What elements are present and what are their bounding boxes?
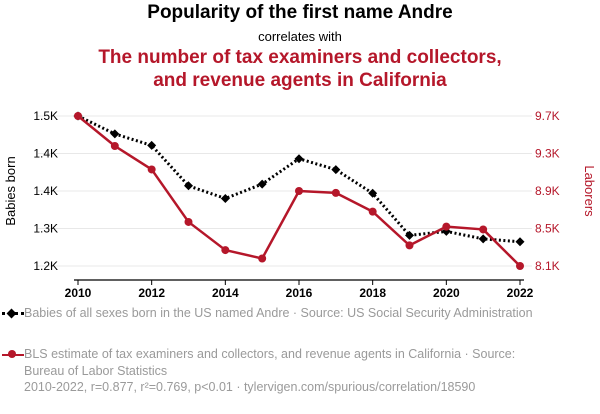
- grid-lines: [38, 115, 532, 267]
- data-point-laborers: [516, 262, 524, 270]
- data-point-laborers: [74, 112, 82, 120]
- data-point-laborers: [405, 241, 414, 250]
- y-tick-label-left: 1.3K: [33, 222, 58, 236]
- y-tick-label-left: 1.5K: [33, 109, 58, 123]
- data-point-babies: [405, 230, 414, 240]
- data-point-babies: [478, 234, 488, 244]
- x-tick-label: 2014: [212, 286, 239, 300]
- y-tick-label-right: 9.7K: [535, 109, 560, 123]
- data-point-babies: [220, 194, 230, 203]
- y-tick-label-right: 8.5K: [535, 222, 560, 236]
- data-point-laborers: [110, 142, 119, 150]
- data-point-babies: [515, 237, 525, 247]
- chart-title: Popularity of the first name Andre: [147, 2, 453, 23]
- data-point-laborers: [221, 246, 230, 255]
- y-tick-label-right: 8.9K: [535, 184, 560, 198]
- data-point-laborers: [147, 165, 156, 174]
- data-point-laborers: [258, 254, 267, 263]
- data-point-laborers: [184, 217, 193, 226]
- data-point-babies: [331, 165, 341, 175]
- chart-second-title: The number of tax examiners and collecto…: [0, 46, 600, 92]
- axes: 1.5K 9.7K 1.4K 9.3K 1.4K 8.9K 1.3K 8.5K 1.2K 8.1K…: [3, 109, 597, 300]
- data-point-laborers: [479, 225, 488, 234]
- legend-label-babies: Babies of all sexes born in the US named…: [24, 306, 533, 320]
- data-point-laborers: [442, 222, 451, 231]
- second-title-line-2: and revenue agents in California: [153, 70, 447, 91]
- y-tick-label-left: 1.4K: [33, 147, 58, 161]
- y-tick-label-left: 1.2K: [33, 259, 58, 273]
- data-point-laborers: [295, 187, 303, 195]
- chart-footer: 2010-2022, r=0.877, r²=0.769, p<0.01 · t…: [24, 380, 476, 394]
- x-tick-label: 2020: [433, 286, 460, 300]
- legend-label-laborers: BLS estimate of tax examiners and collec…: [24, 347, 516, 378]
- chart-subtitle: correlates with: [258, 29, 342, 44]
- y-axis-title-right: Laborers: [582, 165, 597, 217]
- data-point-babies: [147, 140, 157, 150]
- series: [73, 111, 525, 270]
- data-point-babies: [110, 129, 120, 139]
- data-point-babies: [257, 179, 267, 189]
- data-point-laborers: [331, 188, 340, 197]
- x-tick-label: 2010: [65, 286, 92, 300]
- x-tick-label: 2018: [359, 286, 386, 300]
- data-point-laborers: [368, 207, 377, 216]
- y-tick-label-left: 1.4K: [33, 184, 58, 198]
- legend-marker-circle: [8, 350, 16, 358]
- y-tick-label-right: 8.1K: [535, 259, 560, 273]
- y-axis-title-left: Babies born: [3, 156, 18, 225]
- series-line-babies: [77, 114, 521, 244]
- x-tick-label: 2022: [507, 286, 534, 300]
- data-point-babies: [184, 181, 193, 191]
- second-title-line-1: The number of tax examiners and collecto…: [98, 47, 502, 68]
- y-tick-label-right: 9.3K: [535, 147, 560, 161]
- x-tick-label: 2012: [138, 286, 165, 300]
- data-point-babies: [294, 154, 304, 164]
- x-tick-label: 2016: [286, 286, 313, 300]
- data-point-babies: [368, 188, 378, 198]
